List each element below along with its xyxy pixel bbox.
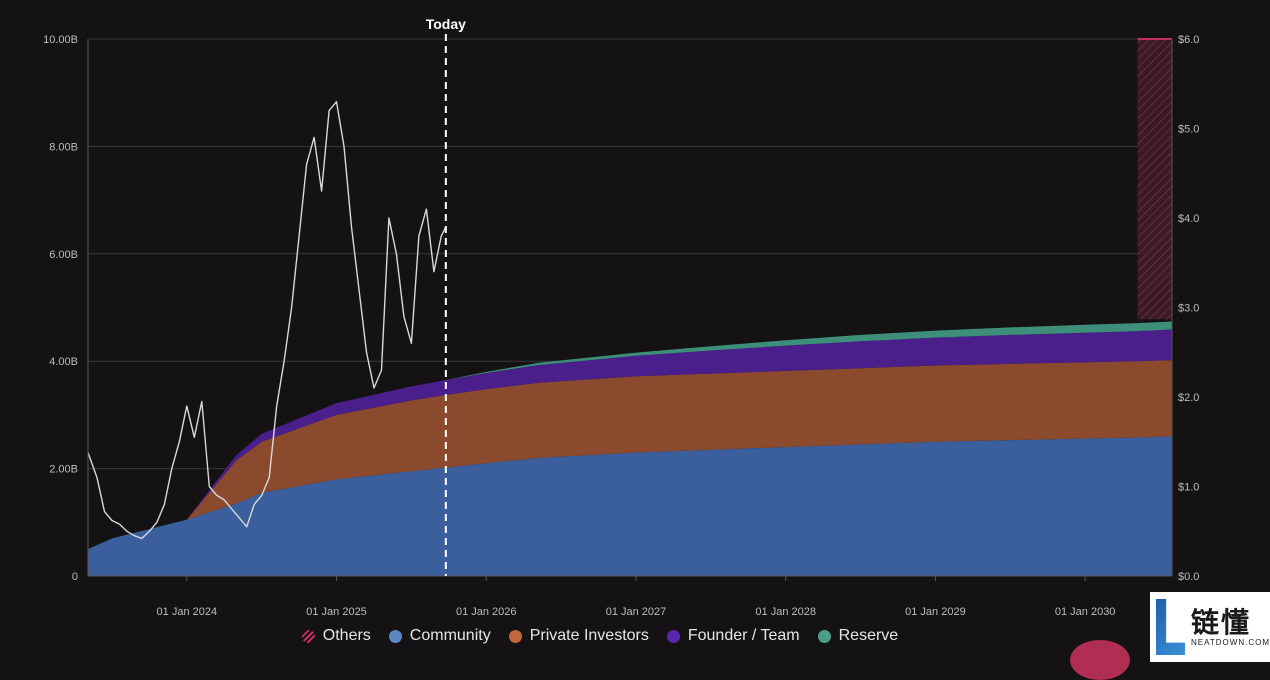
x-tick-label: 01 Jan 2028 <box>755 606 816 618</box>
reserve-swatch-icon <box>817 629 831 643</box>
private-investors-swatch-icon <box>508 629 522 643</box>
x-tick-label: 01 Jan 2030 <box>1055 606 1116 618</box>
y-left-tick-label: 8.00B <box>49 141 78 153</box>
legend-item-founder-team[interactable]: Founder / Team <box>666 627 800 645</box>
y-left-tick-label: 0 <box>72 571 78 583</box>
area-founder-team <box>88 329 1172 550</box>
area-series-layer <box>88 321 1172 576</box>
brand-name-cn: 链懂 <box>1191 606 1252 638</box>
decorative-blob-icon <box>1070 640 1130 680</box>
legend-label: Community <box>409 627 491 644</box>
y-right-tick-label: $2.0 <box>1178 392 1199 404</box>
y-right-tick-label: $5.0 <box>1178 124 1199 136</box>
others-band <box>1137 39 1172 320</box>
legend-item-community[interactable]: Community <box>388 627 491 645</box>
x-tick-label: 01 Jan 2025 <box>306 606 367 618</box>
brand-watermark: 链懂 NEATDOWN.COM <box>1150 592 1270 662</box>
y-right-tick-label: $0.0 <box>1178 571 1199 583</box>
price-line-layer <box>87 101 447 540</box>
y-right-tick-label: $3.0 <box>1178 303 1199 315</box>
x-tick-label: 01 Jan 2024 <box>157 606 218 618</box>
legend-label: Others <box>322 627 371 644</box>
others-swatch-icon <box>301 629 315 643</box>
community-swatch-icon <box>388 629 402 643</box>
y-right-tick-label: $6.0 <box>1178 34 1199 46</box>
others-band-layer <box>1137 38 1172 320</box>
y-left-tick-label: 4.00B <box>49 356 78 368</box>
legend-label: Founder / Team <box>687 627 800 644</box>
today-marker: Today <box>426 16 466 576</box>
x-tick-label: 01 Jan 2029 <box>905 606 966 618</box>
y-right-tick-label: $1.0 <box>1178 482 1199 494</box>
legend-item-private-investors[interactable]: Private Investors <box>508 627 649 645</box>
legend: Others Community Private Investors Found… <box>0 627 1200 645</box>
legend-label: Private Investors <box>529 627 649 644</box>
y-left-tick-label: 10.00B <box>43 34 78 46</box>
y-left-tick-label: 2.00B <box>49 464 78 476</box>
x-tick-label: 01 Jan 2026 <box>456 606 517 618</box>
founder-team-swatch-icon <box>666 629 680 643</box>
chart: 0 2.00B 4.00B 6.00B 8.00B 10.00B $0.0 $1.0 $2.0 $… <box>43 16 1199 618</box>
legend-item-reserve[interactable]: Reserve <box>817 627 899 645</box>
y-left-tick-label: 6.00B <box>49 249 78 261</box>
brand-name-en: NEATDOWN.COM <box>1191 637 1270 647</box>
area-private-investors <box>88 360 1172 550</box>
today-label: Today <box>426 16 466 32</box>
area-community <box>88 436 1172 576</box>
axes: 0 2.00B 4.00B 6.00B 8.00B 10.00B $0.0 $1.0 $2.0 $… <box>43 34 1199 618</box>
legend-item-others[interactable]: Others <box>301 627 371 645</box>
x-tick-label: 01 Jan 2027 <box>606 606 667 618</box>
price-line <box>87 101 447 540</box>
brand-logo-icon <box>1156 599 1186 655</box>
legend-label: Reserve <box>838 627 899 644</box>
y-right-tick-label: $4.0 <box>1178 213 1199 225</box>
